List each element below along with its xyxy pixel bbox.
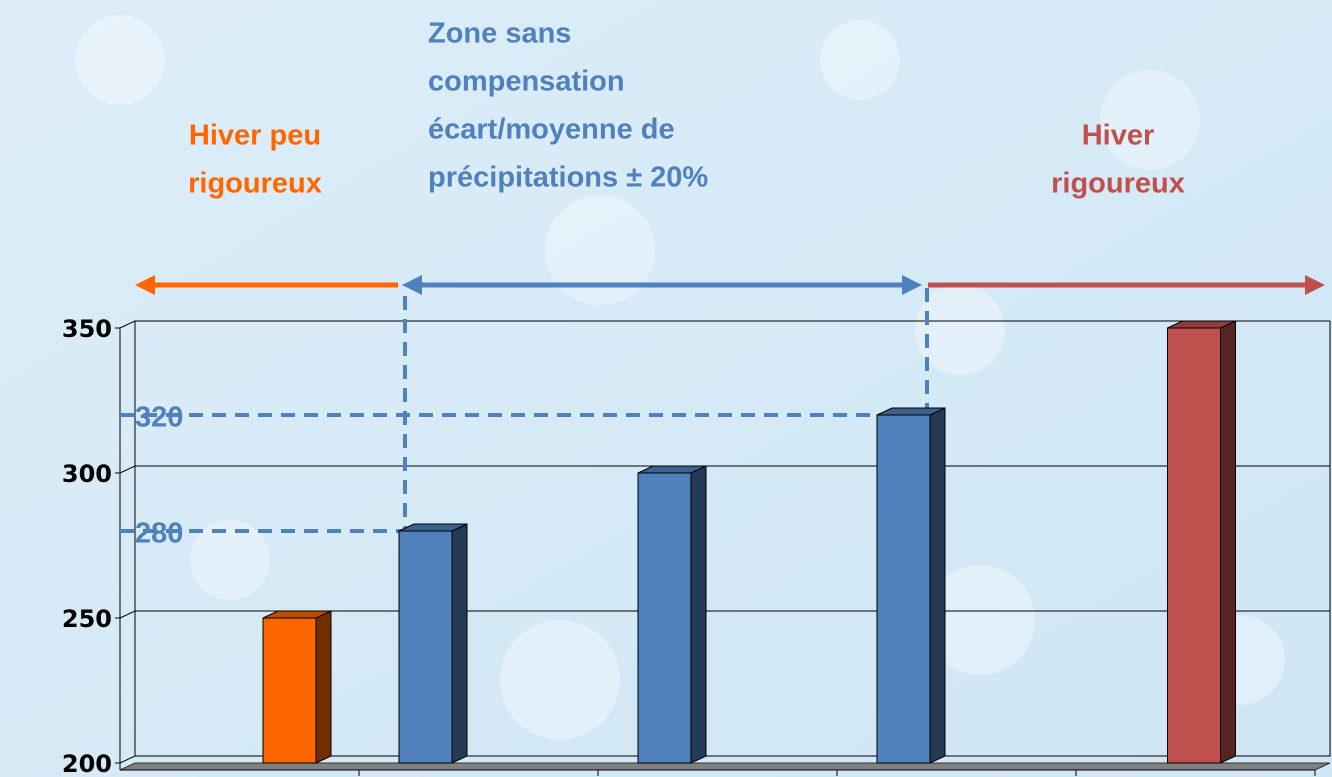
y-tick-label: 350 <box>62 315 112 343</box>
bar-side <box>452 524 467 763</box>
reference-label: 320 <box>135 402 183 434</box>
annotation: rigoureux <box>188 168 322 200</box>
annotation: Hiver peu <box>189 120 321 152</box>
bar-side <box>1221 321 1236 763</box>
bar-side <box>691 466 706 763</box>
page: Hiver peu rigoureux Zone sans compensation é… <box>0 0 1332 777</box>
floor <box>120 763 1330 770</box>
reference-label: 280 <box>135 518 183 550</box>
chart: Hiver peu rigoureux Zone sans compensation é… <box>0 0 1332 777</box>
annotation: compensation <box>428 66 625 98</box>
bar <box>263 618 316 763</box>
y-tick-label: 250 <box>62 605 112 633</box>
y-tick-label: 200 <box>62 750 112 777</box>
bar-side <box>930 408 945 763</box>
annotation: écart/moyenne de <box>428 114 675 146</box>
bar-side <box>316 611 331 763</box>
bar <box>399 531 452 763</box>
annotation: précipitations ± 20% <box>428 162 708 194</box>
annotation: rigoureux <box>1051 168 1185 200</box>
bar <box>1168 328 1221 763</box>
annotation: Zone sans <box>428 18 571 50</box>
bar <box>877 415 930 763</box>
y-tick-label: 300 <box>62 460 112 488</box>
annotation: Hiver <box>1082 120 1155 152</box>
bar <box>638 473 691 763</box>
